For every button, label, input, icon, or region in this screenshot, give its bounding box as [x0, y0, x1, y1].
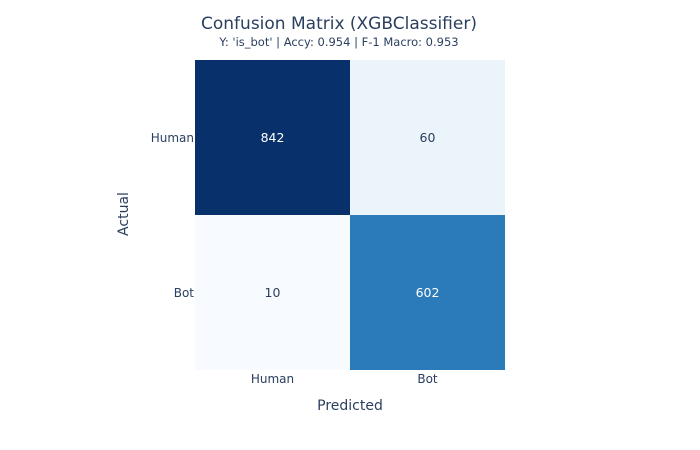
- heatmap-cell-human-bot: [350, 60, 505, 215]
- y-axis-ticks: Human Bot: [151, 131, 195, 300]
- x-tick-label: Bot: [417, 372, 438, 386]
- x-axis-title: Predicted: [317, 398, 383, 414]
- heatmap-cell-values: 842 60 10 602: [261, 130, 440, 300]
- heatmap-cells: [195, 60, 505, 370]
- y-tick-label: Human: [151, 131, 194, 145]
- cell-value-label: 60: [420, 130, 436, 145]
- cell-value-label: 842: [261, 130, 285, 145]
- cell-value-label: 602: [416, 285, 440, 300]
- y-tick-label: Bot: [174, 286, 195, 300]
- x-tick-label: Human: [251, 372, 294, 386]
- cell-value-label: 10: [265, 285, 281, 300]
- x-axis-ticks: Human Bot: [251, 372, 438, 386]
- heatmap-cell-bot-bot: [350, 215, 505, 370]
- heatmap-cell-bot-human: [195, 215, 350, 370]
- chart-title: Confusion Matrix (XGBClassifier): [201, 14, 477, 34]
- chart-subtitle: Y: 'is_bot' | Accy: 0.954 | F-1 Macro: 0…: [218, 35, 458, 49]
- heatmap-cell-human-human: [195, 60, 350, 215]
- y-axis-title: Actual: [116, 192, 132, 236]
